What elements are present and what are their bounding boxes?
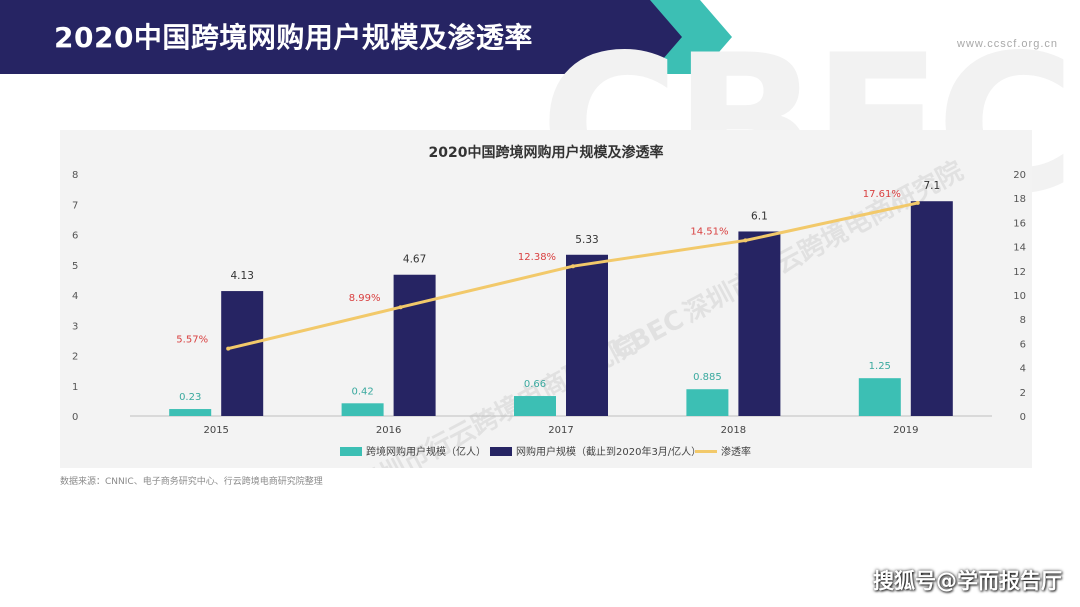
x-tick-label: 2019 bbox=[893, 425, 918, 436]
data-label-cross-border: 0.23 bbox=[179, 392, 201, 403]
bar-online bbox=[910, 201, 953, 416]
data-label-cross-border: 1.25 bbox=[869, 361, 891, 372]
bar-cross-border bbox=[858, 378, 901, 416]
data-label-penetration: 14.51% bbox=[690, 226, 728, 237]
x-tick-label: 2018 bbox=[721, 425, 746, 436]
bar-online bbox=[221, 291, 264, 416]
banner-navy-shape bbox=[0, 0, 722, 74]
right-tick-label: 6 bbox=[1020, 339, 1026, 350]
penetration-point bbox=[226, 346, 231, 351]
data-label-penetration: 17.61% bbox=[863, 189, 901, 200]
left-tick-label: 5 bbox=[72, 261, 78, 272]
x-axis: 2015 2016 2017 2018 2019 bbox=[203, 425, 918, 436]
penetration-point bbox=[571, 264, 575, 269]
source-note: 数据来源：CNNIC、电子商务研究中心、行云跨境电商研究院整理 bbox=[60, 477, 323, 487]
left-tick-label: 7 bbox=[72, 200, 78, 211]
left-tick-label: 1 bbox=[72, 382, 78, 393]
legend-swatch-online bbox=[490, 447, 512, 456]
right-tick-label: 20 bbox=[1013, 170, 1026, 181]
data-label-online: 4.67 bbox=[403, 254, 426, 266]
right-tick-label: 18 bbox=[1013, 194, 1026, 205]
penetration-point bbox=[743, 238, 748, 243]
left-tick-label: 4 bbox=[72, 291, 78, 302]
chart-panel: 2020中国跨境网购用户规模及渗透率 CBEC 深圳市行云跨境电商研究院 CBE… bbox=[60, 130, 1032, 540]
left-tick-label: 6 bbox=[72, 231, 78, 242]
right-tick-label: 14 bbox=[1013, 243, 1026, 254]
legend-swatch-cross-border bbox=[340, 447, 362, 456]
title-banner bbox=[0, 0, 732, 74]
banner-teal-chevron bbox=[650, 0, 732, 74]
data-label-online: 6.1 bbox=[751, 210, 768, 222]
right-tick-label: 0 bbox=[1020, 412, 1026, 423]
data-label-online: 7.1 bbox=[923, 180, 940, 192]
legend: 跨境网购用户规模（亿人） 网购用户规模（截止到2020年3月/亿人） 渗透率 bbox=[340, 445, 751, 458]
left-tick-label: 3 bbox=[72, 321, 78, 332]
x-tick-label: 2016 bbox=[376, 425, 401, 436]
x-tick-label: 2017 bbox=[548, 425, 573, 436]
data-label-penetration: 12.38% bbox=[518, 252, 556, 263]
chart-title: 2020中国跨境网购用户规模及渗透率 bbox=[429, 144, 664, 161]
bar-online bbox=[738, 231, 781, 416]
bar-online bbox=[393, 274, 436, 416]
chart: 2020中国跨境网购用户规模及渗透率 CBEC 深圳市行云跨境电商研究院 CBE… bbox=[72, 144, 1026, 540]
bar-cross-border bbox=[514, 396, 556, 416]
right-tick-label: 12 bbox=[1013, 267, 1026, 278]
bar-online bbox=[566, 254, 608, 416]
bars bbox=[169, 201, 953, 416]
right-axis: 0 2 4 6 8 10 12 14 16 18 20 bbox=[1013, 170, 1026, 423]
watermark-logo-2: CBEC bbox=[608, 304, 689, 366]
page-title: 2020中国跨境网购用户规模及渗透率 bbox=[54, 21, 533, 54]
data-label-cross-border: 0.66 bbox=[524, 379, 546, 390]
left-tick-label: 0 bbox=[72, 412, 78, 423]
data-label-penetration: 8.99% bbox=[349, 293, 381, 304]
site-url: www.ccscf.org.cn bbox=[957, 38, 1058, 50]
bar-cross-border bbox=[169, 409, 212, 416]
left-axis: 0 1 2 3 4 5 6 7 8 bbox=[72, 170, 78, 423]
penetration-line bbox=[226, 200, 920, 351]
left-tick-label: 2 bbox=[72, 352, 78, 363]
data-label-cross-border: 0.885 bbox=[693, 372, 722, 383]
data-label-cross-border: 0.42 bbox=[351, 386, 373, 397]
left-tick-label: 8 bbox=[72, 170, 78, 181]
penetration-point bbox=[915, 200, 920, 205]
data-label-online: 4.13 bbox=[231, 270, 254, 282]
data-labels: 0.23 4.13 0.42 4.67 0.66 5.33 0.885 6.1 1.25 7.1 5… bbox=[176, 180, 940, 403]
right-tick-label: 4 bbox=[1020, 364, 1026, 375]
right-tick-label: 16 bbox=[1013, 218, 1026, 229]
right-tick-label: 10 bbox=[1013, 291, 1026, 302]
right-tick-label: 2 bbox=[1020, 388, 1026, 399]
bar-cross-border bbox=[686, 389, 729, 416]
credit-watermark: 搜狐号@学而报告厅 bbox=[873, 569, 1062, 593]
right-tick-label: 8 bbox=[1020, 315, 1026, 326]
legend-label-online: 网购用户规模（截止到2020年3月/亿人） bbox=[516, 445, 701, 458]
bar-cross-border bbox=[341, 403, 384, 416]
x-tick-label: 2015 bbox=[203, 425, 228, 436]
legend-label-penetration: 渗透率 bbox=[721, 445, 751, 458]
penetration-point bbox=[398, 305, 403, 310]
data-label-penetration: 5.57% bbox=[176, 335, 208, 346]
data-label-online: 5.33 bbox=[575, 234, 598, 246]
legend-label-cross-border: 跨境网购用户规模（亿人） bbox=[366, 445, 486, 458]
